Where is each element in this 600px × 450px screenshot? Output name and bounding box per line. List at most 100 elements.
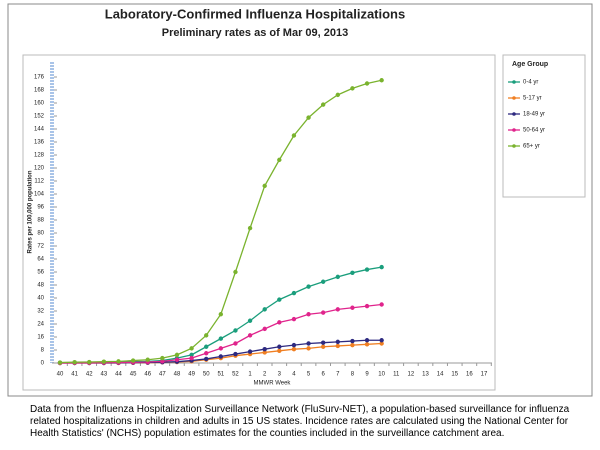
y-tick-label: 40 — [37, 296, 44, 302]
x-tick-label: 5 — [307, 372, 311, 378]
data-point — [277, 344, 282, 349]
data-point — [233, 351, 238, 357]
data-point — [160, 359, 165, 364]
data-point — [189, 355, 194, 361]
data-point — [233, 269, 238, 275]
data-point — [335, 307, 340, 312]
data-point — [350, 338, 355, 344]
legend-dot — [512, 128, 516, 132]
chart-subtitle: Preliminary rates as of Mar 09, 2013 — [162, 27, 349, 39]
legend-dot — [512, 112, 516, 116]
y-tick-label: 152 — [34, 114, 45, 120]
data-point — [335, 343, 340, 349]
data-point — [277, 297, 282, 302]
x-tick-label: 50 — [203, 372, 210, 378]
data-point — [350, 86, 355, 91]
data-point — [291, 346, 297, 352]
x-tick-label: 9 — [365, 372, 369, 378]
x-tick-label: 4 — [292, 372, 296, 378]
data-point — [379, 264, 384, 270]
data-point — [320, 279, 326, 284]
y-tick-label: 64 — [37, 257, 44, 263]
y-tick-label: 104 — [34, 192, 45, 198]
y-tick-label: 80 — [37, 231, 44, 237]
x-tick-label: 46 — [144, 372, 151, 378]
plot-frame — [22, 54, 496, 391]
data-point — [350, 270, 355, 276]
legend-label: 18-49 yr — [523, 112, 545, 118]
data-point — [306, 284, 311, 289]
y-tick-label: 24 — [37, 322, 44, 328]
data-point — [320, 310, 326, 315]
legend-dot — [512, 96, 516, 100]
data-point — [320, 340, 326, 345]
legend-dot — [512, 144, 516, 148]
data-point — [233, 341, 238, 346]
data-point — [364, 303, 370, 309]
data-point — [262, 346, 267, 352]
y-tick-label: 56 — [37, 270, 44, 276]
legend-box — [502, 54, 586, 198]
data-point — [145, 357, 150, 362]
x-tick-label: 52 — [232, 372, 239, 378]
caption: Data from the Influenza Hospitalization … — [30, 404, 570, 439]
data-point — [189, 352, 194, 358]
y-tick-label: 176 — [34, 75, 45, 81]
data-point — [291, 290, 297, 296]
chart: Laboratory-Confirmed Influenza Hospitali… — [7, 3, 593, 397]
x-tick-label: 17 — [481, 372, 488, 378]
data-point — [291, 342, 297, 348]
x-tick-label: 42 — [86, 372, 93, 378]
data-point — [291, 133, 297, 138]
data-point — [174, 352, 180, 358]
data-point — [101, 359, 107, 364]
data-point — [130, 358, 136, 363]
data-point — [277, 157, 282, 163]
data-point — [218, 336, 224, 341]
x-tick-label: 47 — [159, 372, 166, 378]
data-point — [247, 349, 253, 354]
data-point — [189, 346, 194, 351]
data-point — [306, 341, 311, 346]
data-point — [204, 344, 209, 349]
x-tick-label: 7 — [336, 372, 340, 378]
x-axis-label: MMWR Week — [254, 381, 292, 387]
data-point — [218, 346, 224, 351]
x-tick-label: 1 — [248, 372, 252, 378]
y-tick-label: 112 — [34, 179, 44, 185]
x-tick-label: 12 — [408, 372, 415, 378]
legend-label: 0-4 yr — [523, 80, 538, 86]
y-tick-label: 48 — [37, 283, 44, 289]
data-point — [364, 338, 370, 343]
y-tick-label: 128 — [34, 153, 45, 159]
y-tick-label: 0 — [41, 361, 45, 367]
data-point — [306, 115, 311, 120]
x-tick-label: 51 — [217, 372, 224, 378]
data-point — [174, 357, 180, 362]
y-tick-label: 144 — [34, 127, 45, 133]
data-point — [116, 359, 121, 364]
x-tick-label: 10 — [378, 372, 385, 378]
x-tick-label: 44 — [115, 372, 122, 378]
data-point — [204, 351, 209, 356]
y-tick-label: 72 — [37, 244, 44, 250]
y-tick-label: 96 — [37, 205, 44, 211]
x-tick-label: 14 — [437, 372, 444, 378]
x-tick-label: 16 — [466, 372, 473, 378]
y-tick-label: 136 — [34, 140, 45, 146]
data-point — [350, 342, 355, 348]
data-point — [335, 274, 340, 280]
data-point — [160, 355, 165, 361]
y-tick-label: 32 — [37, 309, 44, 315]
data-point — [72, 359, 77, 365]
data-point — [277, 348, 282, 354]
legend-label: 50-64 yr — [523, 128, 545, 134]
x-tick-label: 48 — [174, 372, 181, 378]
data-point — [306, 312, 311, 317]
x-tick-label: 6 — [322, 372, 326, 378]
data-point — [335, 339, 340, 345]
x-tick-label: 13 — [422, 372, 429, 378]
data-point — [320, 102, 326, 107]
x-tick-label: 11 — [393, 372, 400, 378]
